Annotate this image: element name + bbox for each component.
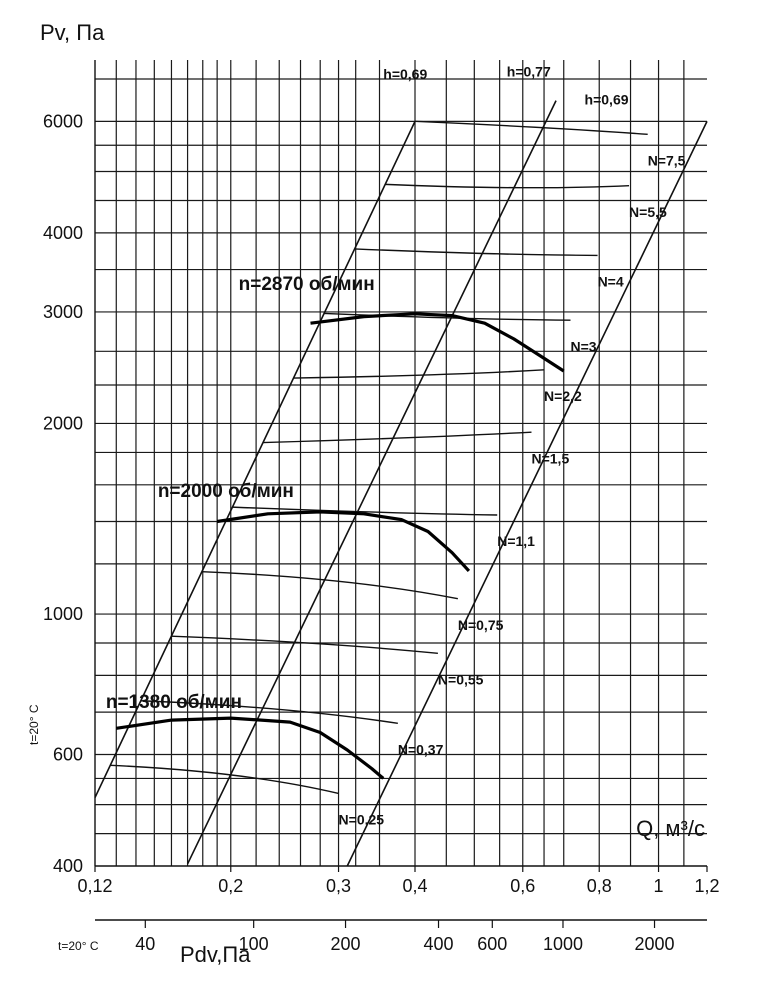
power-curve-label: N=4 (598, 274, 624, 290)
y-tick-label: 2000 (43, 413, 83, 433)
pdv-axis-title: Pdv,Па (180, 942, 251, 967)
pdv-tick-label: 600 (477, 934, 507, 954)
efficiency-lines (94, 100, 708, 867)
power-curve (262, 431, 532, 444)
y-tick-label: 1000 (43, 604, 83, 624)
power-curve (110, 764, 339, 795)
efficiency-label: h=0,69 (585, 91, 629, 107)
efficiency-line (186, 100, 557, 865)
x-tick-label: 0,12 (77, 876, 112, 896)
x-tick-label: 1,2 (694, 876, 719, 896)
x-tick-label: 1 (654, 876, 664, 896)
grid (95, 60, 707, 866)
y-tick-label: 3000 (43, 302, 83, 322)
y-axis-title: Pv, Па (40, 20, 105, 45)
y-tick-label: 6000 (43, 111, 83, 131)
power-curves (110, 120, 648, 795)
speed-curves (116, 312, 565, 780)
power-curve-label: N=0,37 (398, 742, 444, 758)
power-curve-label: N=2,2 (544, 388, 582, 404)
power-curve (232, 506, 498, 516)
plot-frame (94, 60, 707, 867)
curve-labels: h=0,69 h=0,77 h=0,69 N=0,25 N=0,37 N=0,55 N=0,… (106, 64, 686, 828)
speed-curve (310, 312, 565, 373)
x-axis-title: Q, м³/с (636, 816, 705, 841)
power-curve (414, 120, 648, 136)
speed-curve (116, 716, 385, 780)
side-note: t=20° C (27, 704, 41, 745)
pdv-tick-label: 400 (423, 934, 453, 954)
power-curve (354, 248, 598, 257)
power-curve (171, 635, 438, 655)
efficiency-line (346, 121, 708, 867)
x-tick-label: 0,4 (402, 876, 427, 896)
y-tick-label: 400 (53, 856, 83, 876)
speed-curve-label: n=1380 об/мин (106, 692, 242, 713)
power-curve-label: N=0,25 (339, 812, 385, 828)
axes: 400 600 1000 2000 3000 4000 6000 0,12 0,2 0,3 0,4 0… (43, 111, 720, 967)
x-tick-label: 0,8 (587, 876, 612, 896)
speed-curve (216, 510, 471, 572)
pdv-tick-label: 2000 (635, 934, 675, 954)
power-curve-label: N=1,5 (531, 450, 569, 466)
pdv-tick-label: 200 (331, 934, 361, 954)
power-curve (385, 183, 630, 189)
power-curve (201, 570, 458, 600)
power-curve-label: N=0,55 (438, 671, 484, 687)
efficiency-label: h=0,69 (383, 66, 427, 82)
power-curve-label: N=3 (570, 338, 596, 354)
y-tick-label: 4000 (43, 223, 83, 243)
power-curve-label: N=0,75 (458, 617, 504, 633)
power-curve (140, 700, 398, 725)
x-tick-label: 0,2 (218, 876, 243, 896)
pdv-tick-label: 100 (239, 934, 269, 954)
power-curve (293, 369, 545, 379)
pdv-temperature-note: t=20° C (58, 939, 99, 953)
efficiency-label: h=0,77 (507, 64, 551, 80)
power-curve-label: N=5,5 (629, 204, 667, 220)
pdv-tick-label: 1000 (543, 934, 583, 954)
x-tick-label: 0,6 (510, 876, 535, 896)
speed-curve-label: n=2870 об/мин (239, 274, 375, 295)
power-curve-label: N=7,5 (648, 153, 686, 169)
y-tick-label: 600 (53, 745, 83, 765)
efficiency-line (94, 121, 416, 798)
x-tick-label: 0,3 (326, 876, 351, 896)
speed-curve-label: n=2000 об/мин (158, 481, 294, 502)
pdv-tick-label: 40 (135, 934, 155, 954)
power-curve-label: N=1,1 (497, 533, 535, 549)
